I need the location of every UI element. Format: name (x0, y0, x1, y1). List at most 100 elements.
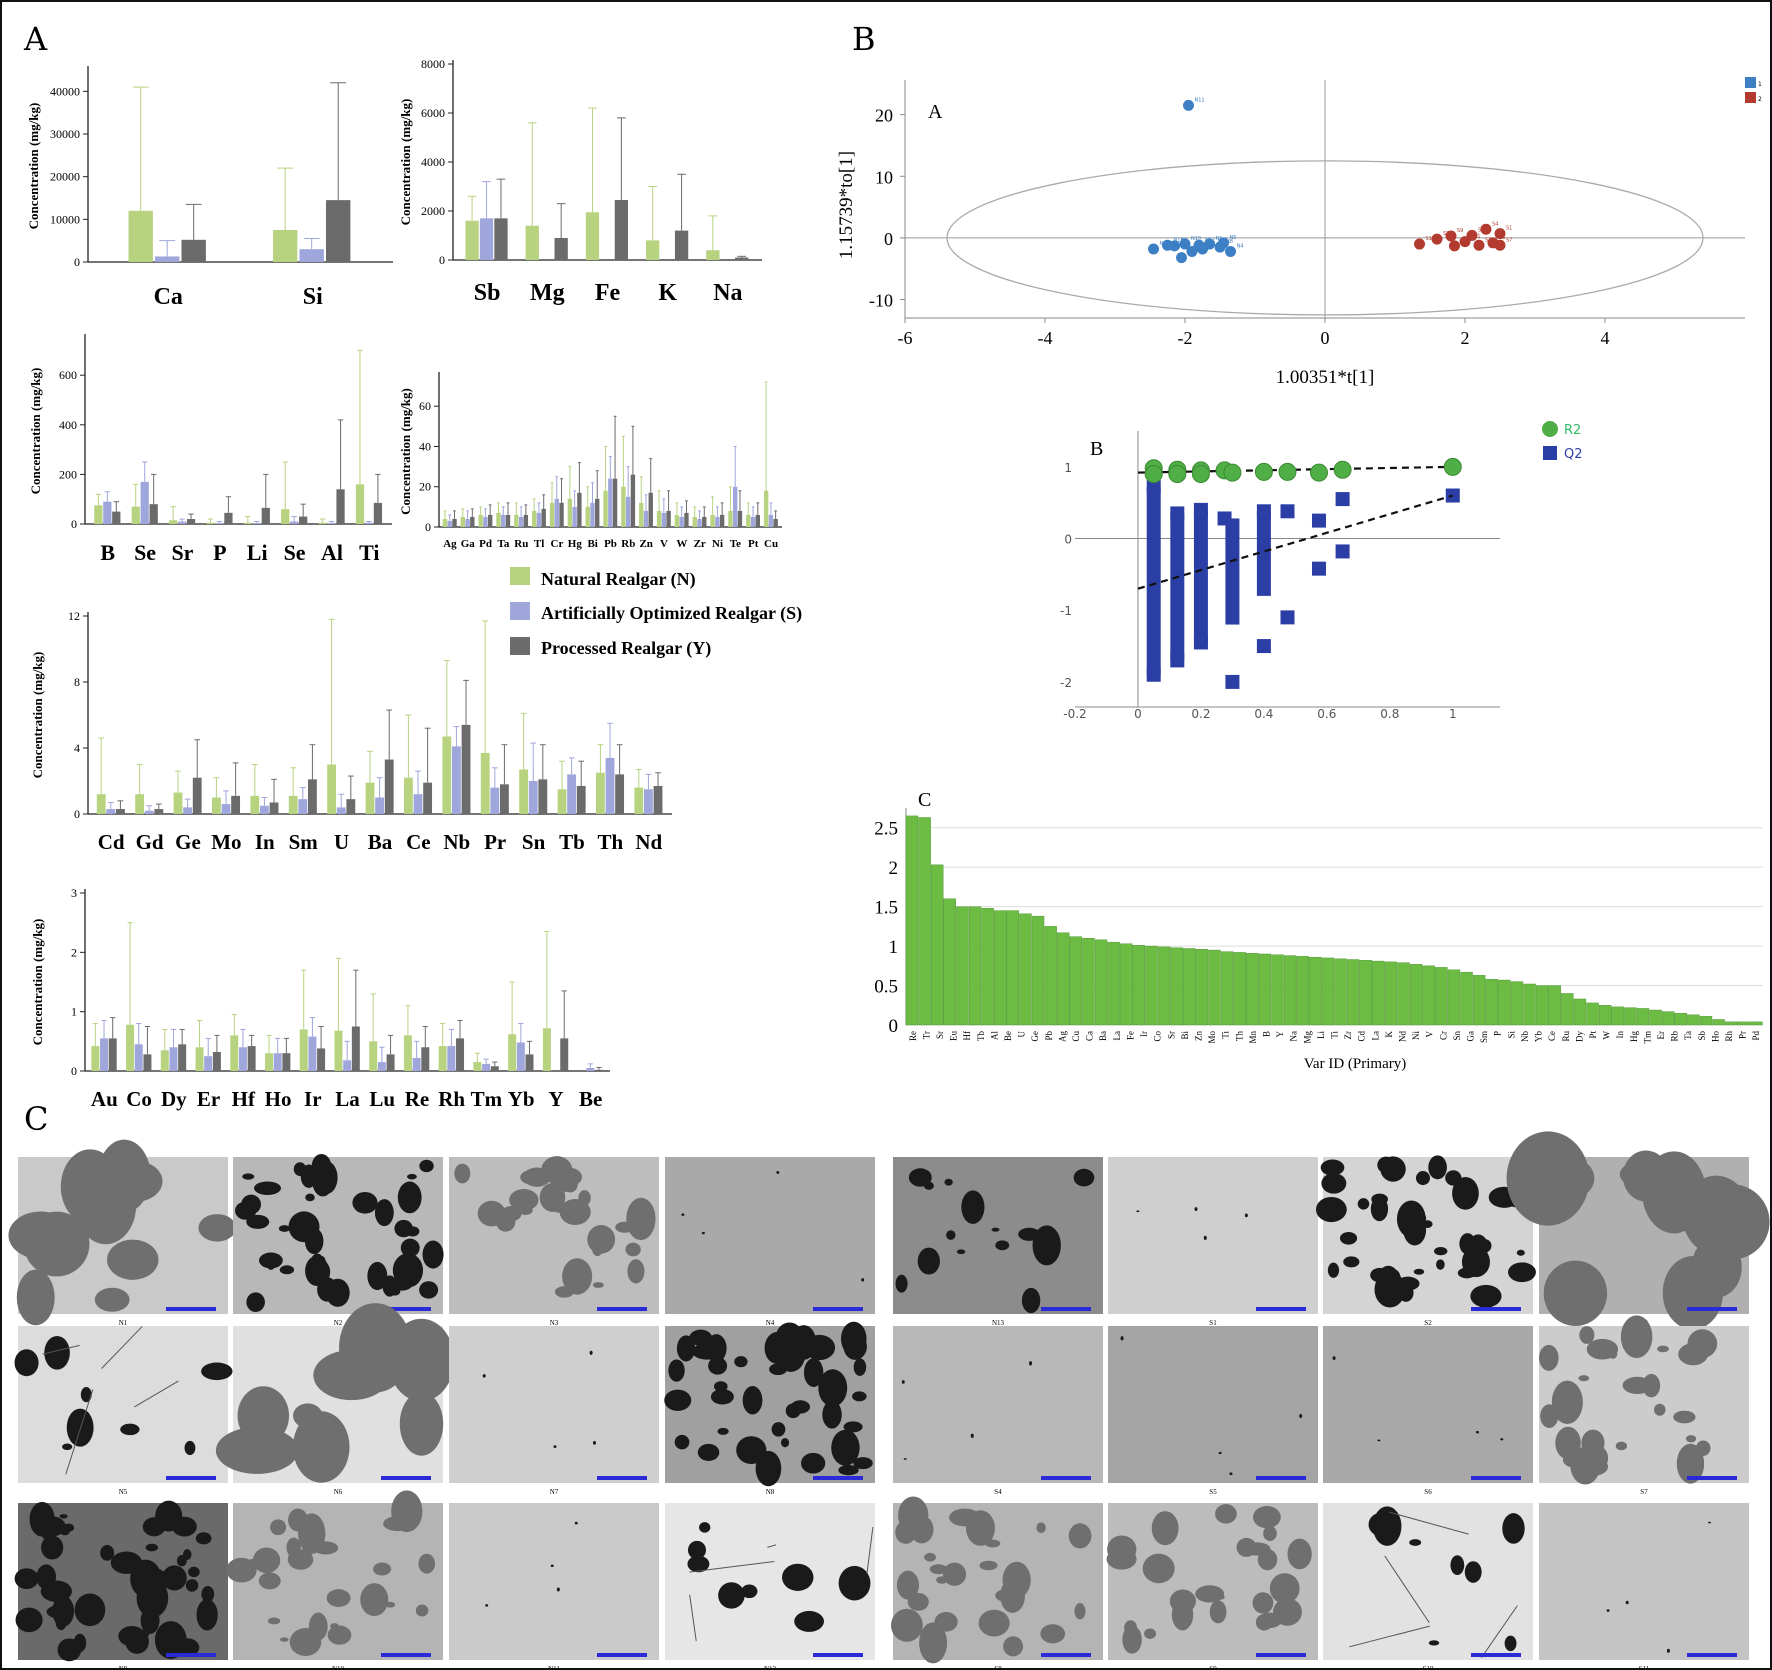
bar (96, 794, 106, 814)
vip-bar (931, 864, 944, 1026)
bar (768, 514, 774, 527)
grain (717, 1427, 729, 1435)
scale-bar (1041, 1476, 1091, 1480)
micrograph-tile: S7 (1539, 1315, 1749, 1496)
bar (168, 520, 178, 524)
grain (246, 1214, 270, 1229)
vip-bar (1044, 926, 1057, 1026)
grain (520, 1170, 543, 1185)
category-label: Th (598, 830, 624, 854)
q2-point (1311, 561, 1326, 576)
category-label: Co (126, 1087, 152, 1111)
grain (1470, 1284, 1502, 1308)
category-label: Mo (211, 830, 241, 854)
category-label: Na (713, 280, 742, 306)
grain (1502, 1513, 1525, 1544)
grain (110, 1551, 143, 1574)
category-label: Ti (359, 540, 379, 565)
category-label: Ge (175, 830, 201, 854)
bar (702, 516, 707, 527)
bar (572, 506, 577, 527)
q2-point (1225, 674, 1240, 689)
micrograph-label: S9 (1209, 1665, 1217, 1670)
grain (1428, 1155, 1447, 1180)
bar (461, 724, 471, 814)
y-axis-label: 1.15739*to[1] (836, 151, 857, 259)
bar-chart-au-be: 0 1 2 3 Concentration (mg/kg) Au Co Dy Er Hf Ho Ir L… (30, 886, 610, 1111)
micrograph-image (449, 1503, 659, 1660)
category-label: Cr (551, 538, 564, 550)
bar (452, 746, 461, 814)
category-label: Tb (559, 830, 585, 854)
category-label: Cd (98, 830, 125, 854)
grain (1255, 1614, 1273, 1631)
r2-point (1333, 460, 1352, 479)
grain (62, 1443, 73, 1451)
bar (500, 784, 509, 814)
grain (956, 1249, 966, 1255)
crack (866, 1527, 874, 1574)
vip-bar (1246, 952, 1259, 1026)
r2-point (1168, 465, 1187, 484)
score-point (1183, 99, 1194, 111)
score-point (1494, 228, 1506, 240)
var-label: Ge (1030, 1031, 1040, 1042)
grain (46, 1605, 73, 1619)
y-tick-label: 60 (419, 399, 431, 413)
y-axis-label: Concentration (mg/kg) (26, 103, 41, 230)
var-label: Pb (1044, 1031, 1054, 1041)
grain (708, 1357, 728, 1375)
bar (519, 769, 529, 814)
bar (128, 210, 153, 262)
grain (94, 1287, 130, 1312)
y-tick-label: 0 (71, 1064, 77, 1078)
bar (487, 514, 493, 527)
vip-bar (1233, 952, 1246, 1026)
scale-bar (381, 1476, 431, 1480)
bar (221, 804, 231, 814)
grain (509, 1189, 539, 1211)
bar (621, 486, 626, 527)
bar (559, 502, 564, 527)
category-label: B (100, 540, 115, 565)
grain (1578, 1375, 1590, 1382)
grain (182, 1549, 192, 1560)
grain (539, 1182, 566, 1212)
bar (318, 522, 327, 524)
vip-bar (1334, 958, 1347, 1026)
bar (212, 797, 221, 814)
scale-bar (1687, 1476, 1737, 1480)
category-label: Sb (474, 280, 501, 306)
bar (177, 521, 187, 524)
grain (196, 1599, 218, 1631)
bar (644, 789, 653, 814)
y-tick-label: 1 (1064, 461, 1072, 475)
bar (586, 1068, 595, 1071)
vip-bar (1435, 967, 1448, 1026)
vip-bar (1094, 939, 1108, 1026)
bar (131, 506, 140, 524)
var-label: Re (908, 1031, 918, 1041)
scale-bar (166, 1476, 216, 1480)
vip-bar (1510, 981, 1524, 1026)
grain (422, 1240, 444, 1269)
y-tick-label: 0 (884, 229, 893, 249)
category-label: Rh (438, 1087, 465, 1111)
var-label: V (1425, 1031, 1435, 1038)
grain (1695, 1440, 1711, 1456)
vip-bar (1598, 1005, 1612, 1026)
micrograph-tile: N10 (226, 1490, 443, 1670)
r2-point (1254, 462, 1273, 481)
micrograph-image (665, 1157, 875, 1314)
y-tick-label: 0 (74, 807, 80, 821)
grain (1229, 1472, 1233, 1476)
grain (399, 1391, 444, 1456)
bar (212, 1052, 221, 1071)
grain (100, 1544, 115, 1561)
grain (391, 1277, 413, 1291)
bar (452, 518, 457, 527)
grain (241, 1194, 262, 1215)
vip-bar (956, 906, 969, 1026)
var-label: Sm (1479, 1031, 1489, 1043)
category-label: Tm (471, 1087, 503, 1111)
